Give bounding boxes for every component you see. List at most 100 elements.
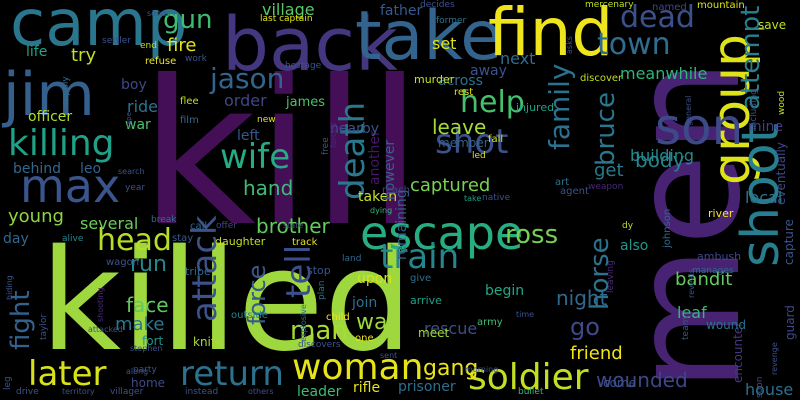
cloud-word: bullet [518, 387, 544, 397]
cloud-word: alive [62, 234, 84, 244]
cloud-word: captured [410, 175, 491, 196]
cloud-word: daughter [215, 235, 266, 248]
cloud-word: gun [163, 5, 213, 35]
cloud-word: child [326, 312, 350, 323]
cloud-word: flee [180, 96, 199, 107]
cloud-word: kill [140, 38, 423, 271]
cloud-word: decides [420, 0, 455, 10]
cloud-word: meanwhile [620, 64, 708, 83]
cloud-word: one [355, 333, 374, 344]
cloud-word: reveals [687, 269, 696, 298]
cloud-word: officer [28, 109, 73, 125]
cloud-word: party [133, 365, 157, 375]
cloud-word: upon [357, 271, 393, 287]
cloud-word: bandit [675, 269, 733, 290]
cloud-word: soon [755, 376, 765, 398]
cloud-word: brother [256, 214, 330, 238]
cloud-word: ride [127, 97, 159, 116]
cloud-word: killed [40, 220, 413, 383]
cloud-word: next [500, 49, 536, 68]
cloud-word: team [681, 316, 691, 340]
cloud-word: murder [414, 73, 455, 86]
cloud-word: native [482, 193, 511, 203]
cloud-word: leader [297, 384, 342, 400]
cloud-word: leaf [677, 303, 707, 322]
cloud-word: home [131, 376, 166, 390]
cloud-word: supply [61, 76, 71, 106]
cloud-word: fire [167, 35, 197, 56]
cloud-word: go [570, 313, 600, 341]
cloud-word: wagon [106, 257, 140, 268]
cloud-word: set [432, 34, 457, 53]
cloud-word: taken [358, 189, 398, 205]
cloud-word: wound [706, 318, 746, 332]
cloud-word: meet [418, 326, 450, 340]
cloud-word: call [190, 221, 208, 232]
cloud-word: stephen [130, 344, 163, 353]
cloud-word: several [80, 214, 139, 233]
cloud-word: sends [147, 9, 171, 18]
cloud-word: outside [231, 310, 268, 321]
cloud-word: prisoner [398, 379, 456, 395]
cloud-word: man [290, 316, 348, 346]
cloud-word: dying [370, 206, 393, 215]
cloud-word: villager [110, 387, 144, 397]
cloud-word: offer [216, 221, 237, 231]
cloud-word: left [237, 128, 260, 144]
cloud-word: mountain [697, 0, 745, 11]
cloud-word: max [20, 159, 121, 213]
cloud-word: art [555, 177, 570, 188]
cloud-word: hand [243, 176, 294, 200]
cloud-word: refuse [145, 56, 177, 67]
cloud-word: agent [560, 186, 589, 197]
cloud-word: knife [193, 335, 223, 349]
cloud-word: member [438, 136, 489, 150]
cloud-word: war [125, 117, 151, 133]
cloud-word: land [342, 254, 362, 264]
cloud-word: town [597, 27, 671, 62]
cloud-word: leave [432, 115, 487, 139]
cloud-word: discover [580, 73, 623, 84]
cloud-word: woman [292, 347, 424, 388]
cloud-word: local [745, 188, 783, 207]
cloud-word: river [708, 207, 734, 220]
cloud-word: killing [8, 123, 115, 164]
cloud-word: explosive [299, 304, 308, 342]
cloud-word: later [28, 354, 107, 394]
cloud-word: friend [570, 343, 623, 364]
cloud-word: escape [360, 206, 524, 260]
cloud-word: take [464, 194, 482, 203]
cloud-word: general [684, 95, 693, 126]
cloud-word: break [151, 215, 177, 225]
cloud-word: weapon [588, 182, 624, 192]
cloud-word: state [283, 221, 304, 230]
cloud-word: wounded [596, 368, 688, 392]
cloud-word: named [652, 2, 687, 13]
cloud-word: sent [380, 351, 398, 360]
cloud-word: way [356, 310, 401, 335]
cloud-word: led [472, 151, 486, 161]
cloud-word: fort [142, 334, 164, 348]
cloud-word: army [477, 317, 503, 328]
cloud-word: new [257, 115, 276, 125]
cloud-word: young [8, 206, 64, 227]
cloud-word: join [352, 295, 378, 311]
cloud-word: taylor [39, 313, 49, 340]
cloud-word: search [118, 167, 145, 176]
cloud-word: arrive [410, 294, 442, 307]
cloud-word: along [126, 367, 149, 376]
cloud-word: former [436, 16, 467, 26]
cloud-word: save [758, 18, 787, 32]
cloud-word: manages [692, 266, 734, 276]
cloud-word: another [367, 130, 383, 185]
cloud-word: day [3, 231, 29, 247]
cloud-word: hostage [285, 61, 322, 71]
cloud-word: jim [3, 60, 95, 130]
cloud-word: soldier [468, 357, 589, 398]
cloud-word: asks [565, 36, 574, 54]
cloud-word: mercenary [585, 0, 634, 10]
cloud-word: gang [423, 356, 479, 381]
cloud-word: help [460, 85, 525, 120]
cloud-word: give [410, 273, 432, 284]
